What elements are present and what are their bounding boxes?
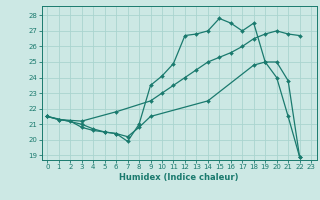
X-axis label: Humidex (Indice chaleur): Humidex (Indice chaleur) (119, 173, 239, 182)
